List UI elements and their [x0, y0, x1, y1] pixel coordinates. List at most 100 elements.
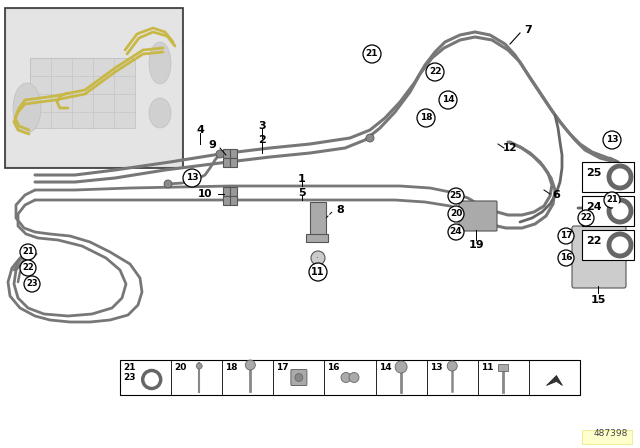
Text: 11: 11 — [481, 363, 493, 372]
Ellipse shape — [149, 42, 171, 84]
Circle shape — [216, 150, 224, 158]
Text: 1: 1 — [298, 174, 306, 184]
Circle shape — [558, 250, 574, 266]
Text: 17: 17 — [276, 363, 289, 372]
Circle shape — [20, 260, 36, 276]
Text: 23: 23 — [26, 280, 38, 289]
FancyBboxPatch shape — [459, 201, 497, 231]
Circle shape — [613, 238, 627, 252]
Bar — [582, 162, 634, 192]
Circle shape — [417, 109, 435, 127]
Circle shape — [448, 188, 464, 204]
Circle shape — [196, 363, 202, 369]
Bar — [120, 360, 580, 395]
Circle shape — [20, 244, 36, 260]
Text: 22: 22 — [429, 68, 441, 77]
Text: 16: 16 — [328, 363, 340, 372]
Bar — [223, 158, 230, 167]
Circle shape — [603, 131, 621, 149]
Circle shape — [613, 204, 627, 218]
Text: 19: 19 — [468, 240, 484, 250]
Text: 4: 4 — [196, 125, 204, 135]
Text: 24: 24 — [586, 202, 602, 212]
Bar — [582, 430, 632, 444]
Text: 18: 18 — [225, 363, 237, 372]
Text: 18: 18 — [420, 113, 432, 122]
Bar — [223, 187, 230, 196]
Ellipse shape — [149, 98, 171, 128]
Circle shape — [146, 374, 157, 385]
Text: 16: 16 — [560, 254, 572, 263]
Circle shape — [395, 361, 407, 373]
Circle shape — [183, 169, 201, 187]
Circle shape — [349, 372, 359, 383]
Circle shape — [439, 91, 457, 109]
Bar — [582, 230, 634, 260]
Text: 13: 13 — [605, 135, 618, 145]
Circle shape — [164, 180, 172, 188]
Text: 20: 20 — [174, 363, 186, 372]
Text: 21: 21 — [606, 195, 618, 204]
Bar — [310, 202, 326, 237]
Text: 22: 22 — [22, 263, 34, 272]
Text: 17: 17 — [560, 232, 572, 241]
Text: 14: 14 — [378, 363, 391, 372]
Text: 13: 13 — [186, 173, 198, 182]
Circle shape — [366, 134, 374, 142]
Circle shape — [309, 263, 327, 281]
Circle shape — [295, 374, 303, 382]
Bar — [306, 234, 328, 242]
Text: 9: 9 — [208, 140, 216, 150]
Text: 25: 25 — [586, 168, 602, 178]
Bar — [230, 196, 237, 205]
Text: 5: 5 — [298, 188, 306, 198]
FancyBboxPatch shape — [572, 226, 626, 288]
FancyBboxPatch shape — [291, 370, 307, 385]
Text: 12: 12 — [503, 143, 517, 153]
Bar — [230, 158, 237, 167]
Text: 10: 10 — [198, 189, 212, 199]
Text: 22: 22 — [586, 236, 602, 246]
Text: 7: 7 — [524, 25, 532, 35]
Text: 21
23: 21 23 — [123, 363, 136, 383]
FancyBboxPatch shape — [7, 10, 181, 166]
Circle shape — [448, 224, 464, 240]
Text: 14: 14 — [442, 95, 454, 104]
Polygon shape — [547, 375, 563, 385]
Bar — [30, 58, 135, 128]
Circle shape — [341, 372, 351, 383]
Bar — [223, 149, 230, 158]
Bar — [5, 8, 183, 168]
Circle shape — [426, 63, 444, 81]
Text: 3: 3 — [258, 121, 266, 131]
Text: 20: 20 — [450, 210, 462, 219]
Text: 21: 21 — [365, 49, 378, 59]
Circle shape — [604, 192, 620, 208]
Text: 6: 6 — [552, 190, 560, 200]
Text: 15: 15 — [590, 295, 605, 305]
Text: 21: 21 — [22, 247, 34, 257]
Text: 487398: 487398 — [594, 429, 628, 438]
Circle shape — [613, 170, 627, 184]
Circle shape — [447, 361, 457, 371]
Bar — [223, 196, 230, 205]
Bar — [582, 196, 634, 226]
Circle shape — [363, 45, 381, 63]
Circle shape — [245, 360, 255, 370]
Circle shape — [578, 210, 594, 226]
Circle shape — [558, 228, 574, 244]
Text: 22: 22 — [580, 214, 592, 223]
Text: 2: 2 — [258, 135, 266, 145]
Text: 8: 8 — [336, 205, 344, 215]
Bar — [230, 187, 237, 196]
Text: 25: 25 — [450, 191, 462, 201]
Circle shape — [24, 276, 40, 292]
Text: 11: 11 — [311, 267, 324, 277]
Ellipse shape — [13, 83, 41, 133]
Circle shape — [311, 251, 325, 265]
Bar — [499, 364, 508, 371]
Circle shape — [448, 206, 464, 222]
Bar — [230, 149, 237, 158]
Text: 13: 13 — [429, 363, 442, 372]
Text: 24: 24 — [450, 228, 462, 237]
